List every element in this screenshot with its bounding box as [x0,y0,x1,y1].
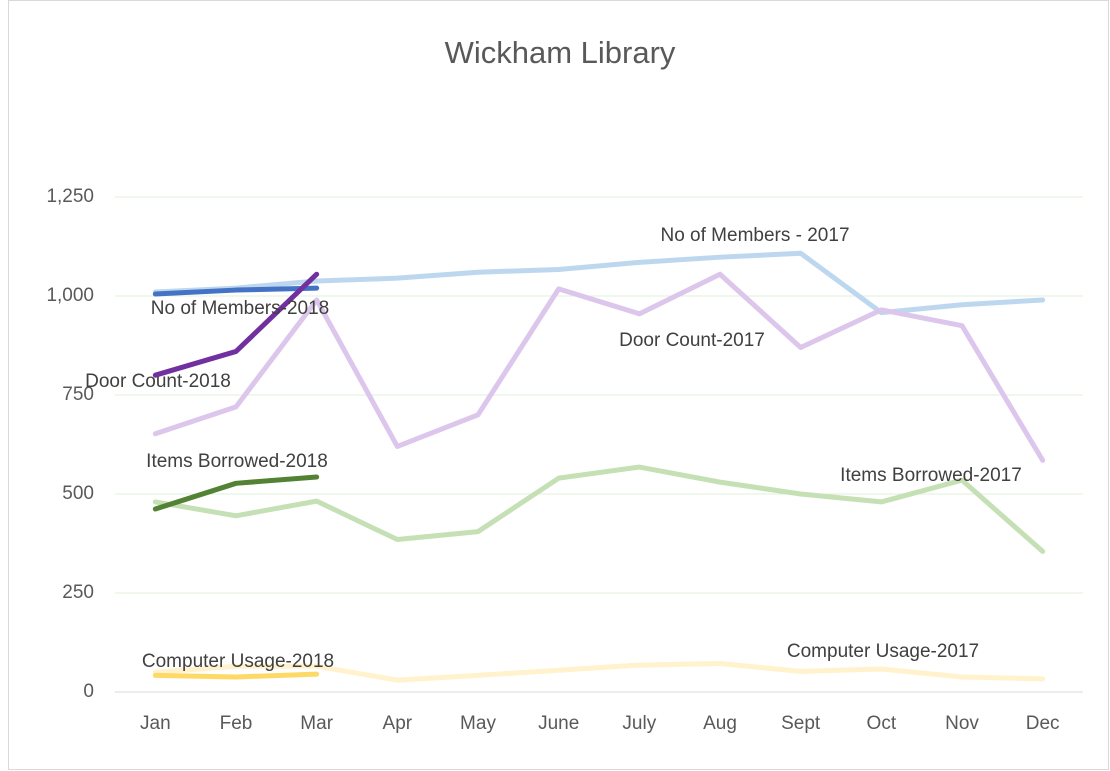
series-line [152,271,1046,463]
series-label: Door Count-2017 [619,330,765,351]
series-label: Computer Usage-2018 [142,651,334,672]
y-tick-label: 250 [62,582,94,603]
x-tick-label: Aug [703,713,737,734]
x-tick-label: Sept [781,713,821,734]
y-tick-label: 0 [83,681,94,702]
x-tick-label: Nov [945,713,979,734]
series-line [152,271,320,378]
chart-title: Wickham Library [445,35,676,70]
x-tick-label: July [622,713,656,734]
chart-border [8,0,1109,770]
x-tick-label: May [460,713,496,734]
x-tick-label: Dec [1026,713,1060,734]
series-line [152,660,1046,683]
series-line [152,285,320,297]
series-label: No of Members-2018 [151,298,329,319]
series-label: Items Borrowed-2017 [840,465,1022,486]
y-tick-label: 500 [62,483,94,504]
series-line [152,464,1046,554]
series-label: Items Borrowed-2018 [146,451,328,472]
x-tick-label: Jan [140,713,171,734]
x-tick-label: Mar [300,713,333,734]
series-label: No of Members - 2017 [660,225,849,246]
series-line [152,671,320,680]
y-tick-label: 1,000 [46,285,94,306]
x-tick-label: Feb [220,713,253,734]
y-tick-label: 1,250 [46,186,94,207]
x-tick-label: June [538,713,579,734]
series-label: Door Count-2018 [85,371,231,392]
x-tick-label: Apr [383,713,413,734]
series-label: Computer Usage-2017 [787,641,979,662]
series-line [152,474,320,512]
y-tick-label: 750 [62,384,94,405]
x-tick-label: Oct [867,713,897,734]
